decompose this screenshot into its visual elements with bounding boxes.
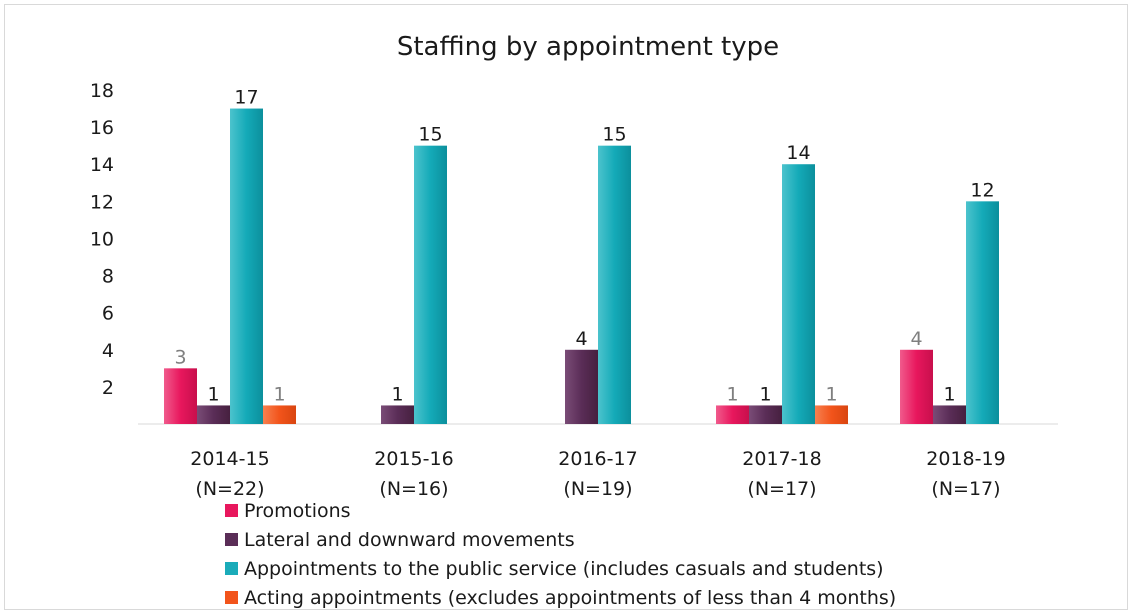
legend-label: Acting appointments (excludes appointmen… bbox=[244, 587, 896, 609]
x-tick-label: 2014-15 bbox=[190, 448, 269, 470]
chart-title: Staffing by appointment type bbox=[397, 32, 779, 62]
data-label: 4 bbox=[575, 328, 587, 350]
bar bbox=[966, 201, 999, 424]
data-label: 15 bbox=[602, 124, 626, 146]
bar bbox=[164, 368, 197, 424]
data-label: 17 bbox=[234, 87, 258, 109]
y-tick-label: 18 bbox=[90, 80, 114, 102]
legend-swatch bbox=[225, 504, 238, 517]
data-label: 15 bbox=[418, 124, 442, 146]
x-axis-categories: 2014-15 (N=22) 2015-16 (N=16) 2016-17 (N=19) 2… bbox=[190, 448, 1005, 500]
y-tick-label: 10 bbox=[90, 228, 114, 250]
bar bbox=[782, 164, 815, 424]
data-label: 1 bbox=[273, 383, 285, 405]
data-label: 14 bbox=[786, 142, 810, 164]
data-label: 1 bbox=[207, 383, 219, 405]
x-tick-label: 2016-17 bbox=[558, 448, 637, 470]
y-tick-label: 4 bbox=[102, 340, 114, 362]
legend-swatch bbox=[225, 591, 238, 604]
legend-label: Promotions bbox=[244, 500, 351, 522]
bar bbox=[749, 405, 782, 424]
legend-swatch bbox=[225, 533, 238, 546]
x-tick-sublabel: (N=22) bbox=[195, 478, 264, 500]
data-label: 1 bbox=[391, 383, 403, 405]
bar bbox=[414, 145, 447, 424]
bar bbox=[598, 145, 631, 424]
bar bbox=[263, 405, 296, 424]
legend-label: Lateral and downward movements bbox=[244, 529, 575, 551]
data-label: 1 bbox=[943, 383, 955, 405]
y-tick-label: 8 bbox=[102, 266, 114, 288]
y-tick-label: 14 bbox=[90, 154, 114, 176]
data-label: 1 bbox=[825, 383, 837, 405]
x-tick-label: 2017-18 bbox=[742, 448, 821, 470]
bar bbox=[815, 405, 848, 424]
y-tick-label: 16 bbox=[90, 117, 114, 139]
y-axis: 2 4 6 8 10 12 14 16 18 bbox=[90, 80, 114, 399]
data-label: 1 bbox=[759, 383, 771, 405]
chart-frame bbox=[4, 4, 1128, 610]
bar bbox=[565, 349, 598, 424]
legend: Promotions Lateral and downward movements… bbox=[225, 500, 896, 609]
x-tick-sublabel: (N=17) bbox=[931, 478, 1000, 500]
data-label: 12 bbox=[970, 179, 994, 201]
x-tick-sublabel: (N=16) bbox=[379, 478, 448, 500]
bar bbox=[900, 349, 933, 424]
x-tick-label: 2018-19 bbox=[926, 448, 1005, 470]
bar bbox=[230, 108, 263, 425]
x-tick-sublabel: (N=19) bbox=[563, 478, 632, 500]
bars-group bbox=[164, 108, 999, 425]
bar bbox=[381, 405, 414, 424]
x-tick-sublabel: (N=17) bbox=[747, 478, 816, 500]
y-tick-label: 6 bbox=[102, 303, 114, 325]
data-label: 1 bbox=[726, 383, 738, 405]
legend-label: Appointments to the public service (incl… bbox=[244, 558, 884, 580]
bar bbox=[933, 405, 966, 424]
data-label: 4 bbox=[910, 328, 922, 350]
x-tick-label: 2015-16 bbox=[374, 448, 453, 470]
bar bbox=[716, 405, 749, 424]
data-label: 3 bbox=[174, 346, 186, 368]
y-tick-label: 12 bbox=[90, 191, 114, 213]
bar bbox=[197, 405, 230, 424]
legend-swatch bbox=[225, 562, 238, 575]
y-tick-label: 2 bbox=[102, 377, 114, 399]
